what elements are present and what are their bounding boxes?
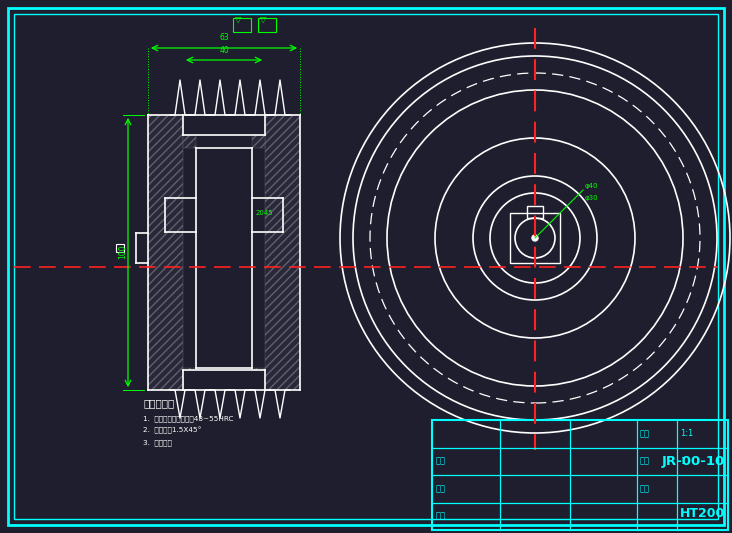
Text: ▽: ▽ bbox=[260, 15, 266, 24]
Bar bbox=[116, 244, 124, 252]
Text: 描图: 描图 bbox=[436, 484, 446, 493]
Text: 2.  未注倒角1.5X45°: 2. 未注倒角1.5X45° bbox=[143, 426, 201, 434]
Text: HT200: HT200 bbox=[680, 507, 725, 520]
Bar bbox=[258, 18, 276, 32]
Bar bbox=[510, 213, 560, 263]
Text: 制图: 制图 bbox=[436, 457, 446, 466]
Text: 重量: 重量 bbox=[640, 484, 650, 493]
Text: 审核: 审核 bbox=[436, 512, 446, 521]
Text: 3.  清除毛刺: 3. 清除毛刺 bbox=[143, 439, 172, 446]
Text: 63: 63 bbox=[219, 33, 229, 42]
Text: 100: 100 bbox=[119, 245, 127, 259]
Text: 40: 40 bbox=[219, 46, 229, 55]
Bar bbox=[252, 135, 265, 148]
Bar bbox=[233, 18, 251, 32]
Text: 比例: 比例 bbox=[640, 429, 650, 438]
Text: φ30: φ30 bbox=[585, 195, 599, 201]
Text: 1.  热处理调质表面淬火48~55HRC: 1. 热处理调质表面淬火48~55HRC bbox=[143, 415, 234, 422]
Text: 1:1: 1:1 bbox=[680, 429, 693, 438]
Text: 件数: 件数 bbox=[640, 457, 650, 466]
Text: φ40: φ40 bbox=[585, 183, 599, 189]
Bar bbox=[527, 206, 543, 218]
Bar bbox=[183, 368, 196, 370]
Text: 技术要求：: 技术要求： bbox=[143, 398, 174, 408]
Bar bbox=[252, 368, 265, 370]
Text: ▽: ▽ bbox=[235, 15, 242, 24]
Text: 1: 1 bbox=[680, 457, 685, 466]
Text: JR-00-10: JR-00-10 bbox=[662, 455, 725, 468]
Bar bbox=[148, 115, 183, 390]
Bar bbox=[265, 115, 300, 390]
Bar bbox=[183, 135, 196, 148]
Text: 2045: 2045 bbox=[256, 210, 274, 216]
Bar bbox=[432, 420, 728, 530]
Circle shape bbox=[532, 235, 538, 241]
